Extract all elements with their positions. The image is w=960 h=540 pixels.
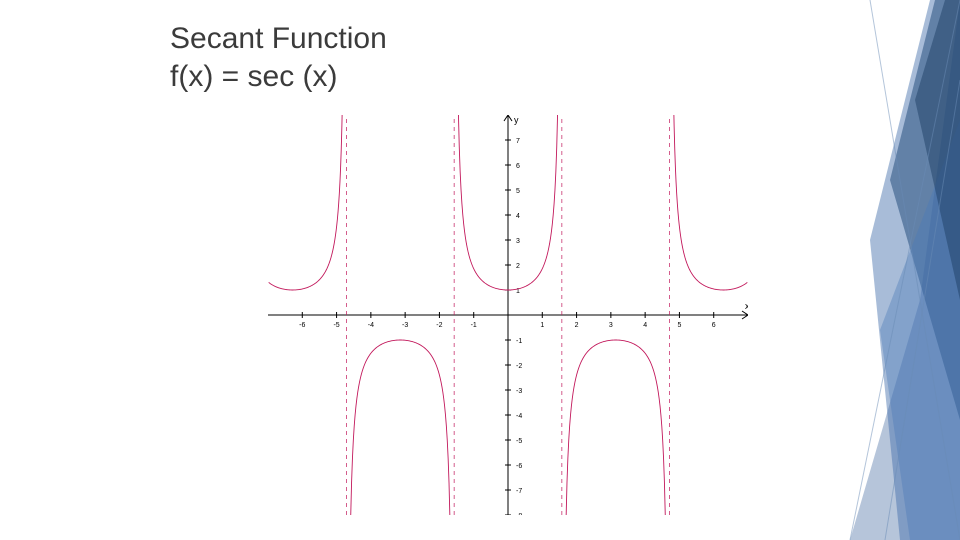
title-line-2: f(x) = sec (x) bbox=[170, 58, 387, 96]
svg-text:-1: -1 bbox=[471, 322, 477, 329]
svg-text:-2: -2 bbox=[436, 322, 442, 329]
svg-text:-4: -4 bbox=[368, 322, 374, 329]
svg-text:3: 3 bbox=[609, 322, 613, 329]
svg-text:-1: -1 bbox=[516, 338, 522, 345]
svg-text:-7: -7 bbox=[516, 488, 522, 495]
svg-text:x: x bbox=[745, 301, 748, 311]
svg-text:7: 7 bbox=[516, 138, 520, 145]
svg-text:2: 2 bbox=[575, 322, 579, 329]
svg-text:-5: -5 bbox=[333, 322, 339, 329]
svg-text:-3: -3 bbox=[402, 322, 408, 329]
svg-text:-2: -2 bbox=[516, 363, 522, 370]
slide: Secant Function f(x) = sec (x) x y -6 -5 -4 -… bbox=[0, 0, 960, 540]
svg-text:-6: -6 bbox=[299, 322, 305, 329]
svg-text:-8: -8 bbox=[516, 513, 522, 515]
svg-text:4: 4 bbox=[516, 213, 520, 220]
svg-text:5: 5 bbox=[516, 188, 520, 195]
svg-text:6: 6 bbox=[516, 163, 520, 170]
svg-text:3: 3 bbox=[516, 238, 520, 245]
svg-text:5: 5 bbox=[677, 322, 681, 329]
svg-text:6: 6 bbox=[712, 322, 716, 329]
svg-text:-3: -3 bbox=[516, 388, 522, 395]
svg-text:-4: -4 bbox=[516, 413, 522, 420]
svg-text:2: 2 bbox=[516, 263, 520, 270]
svg-text:-5: -5 bbox=[516, 438, 522, 445]
title-line-1: Secant Function bbox=[170, 20, 387, 58]
svg-text:4: 4 bbox=[643, 322, 647, 329]
svg-text:-6: -6 bbox=[516, 463, 522, 470]
svg-text:y: y bbox=[514, 115, 519, 125]
secant-chart: xy-6-5-4-3-2-1123456-8-7-6-5-4-3-2-11234… bbox=[268, 115, 748, 515]
slide-title: Secant Function f(x) = sec (x) bbox=[170, 20, 387, 96]
svg-text:1: 1 bbox=[540, 322, 544, 329]
